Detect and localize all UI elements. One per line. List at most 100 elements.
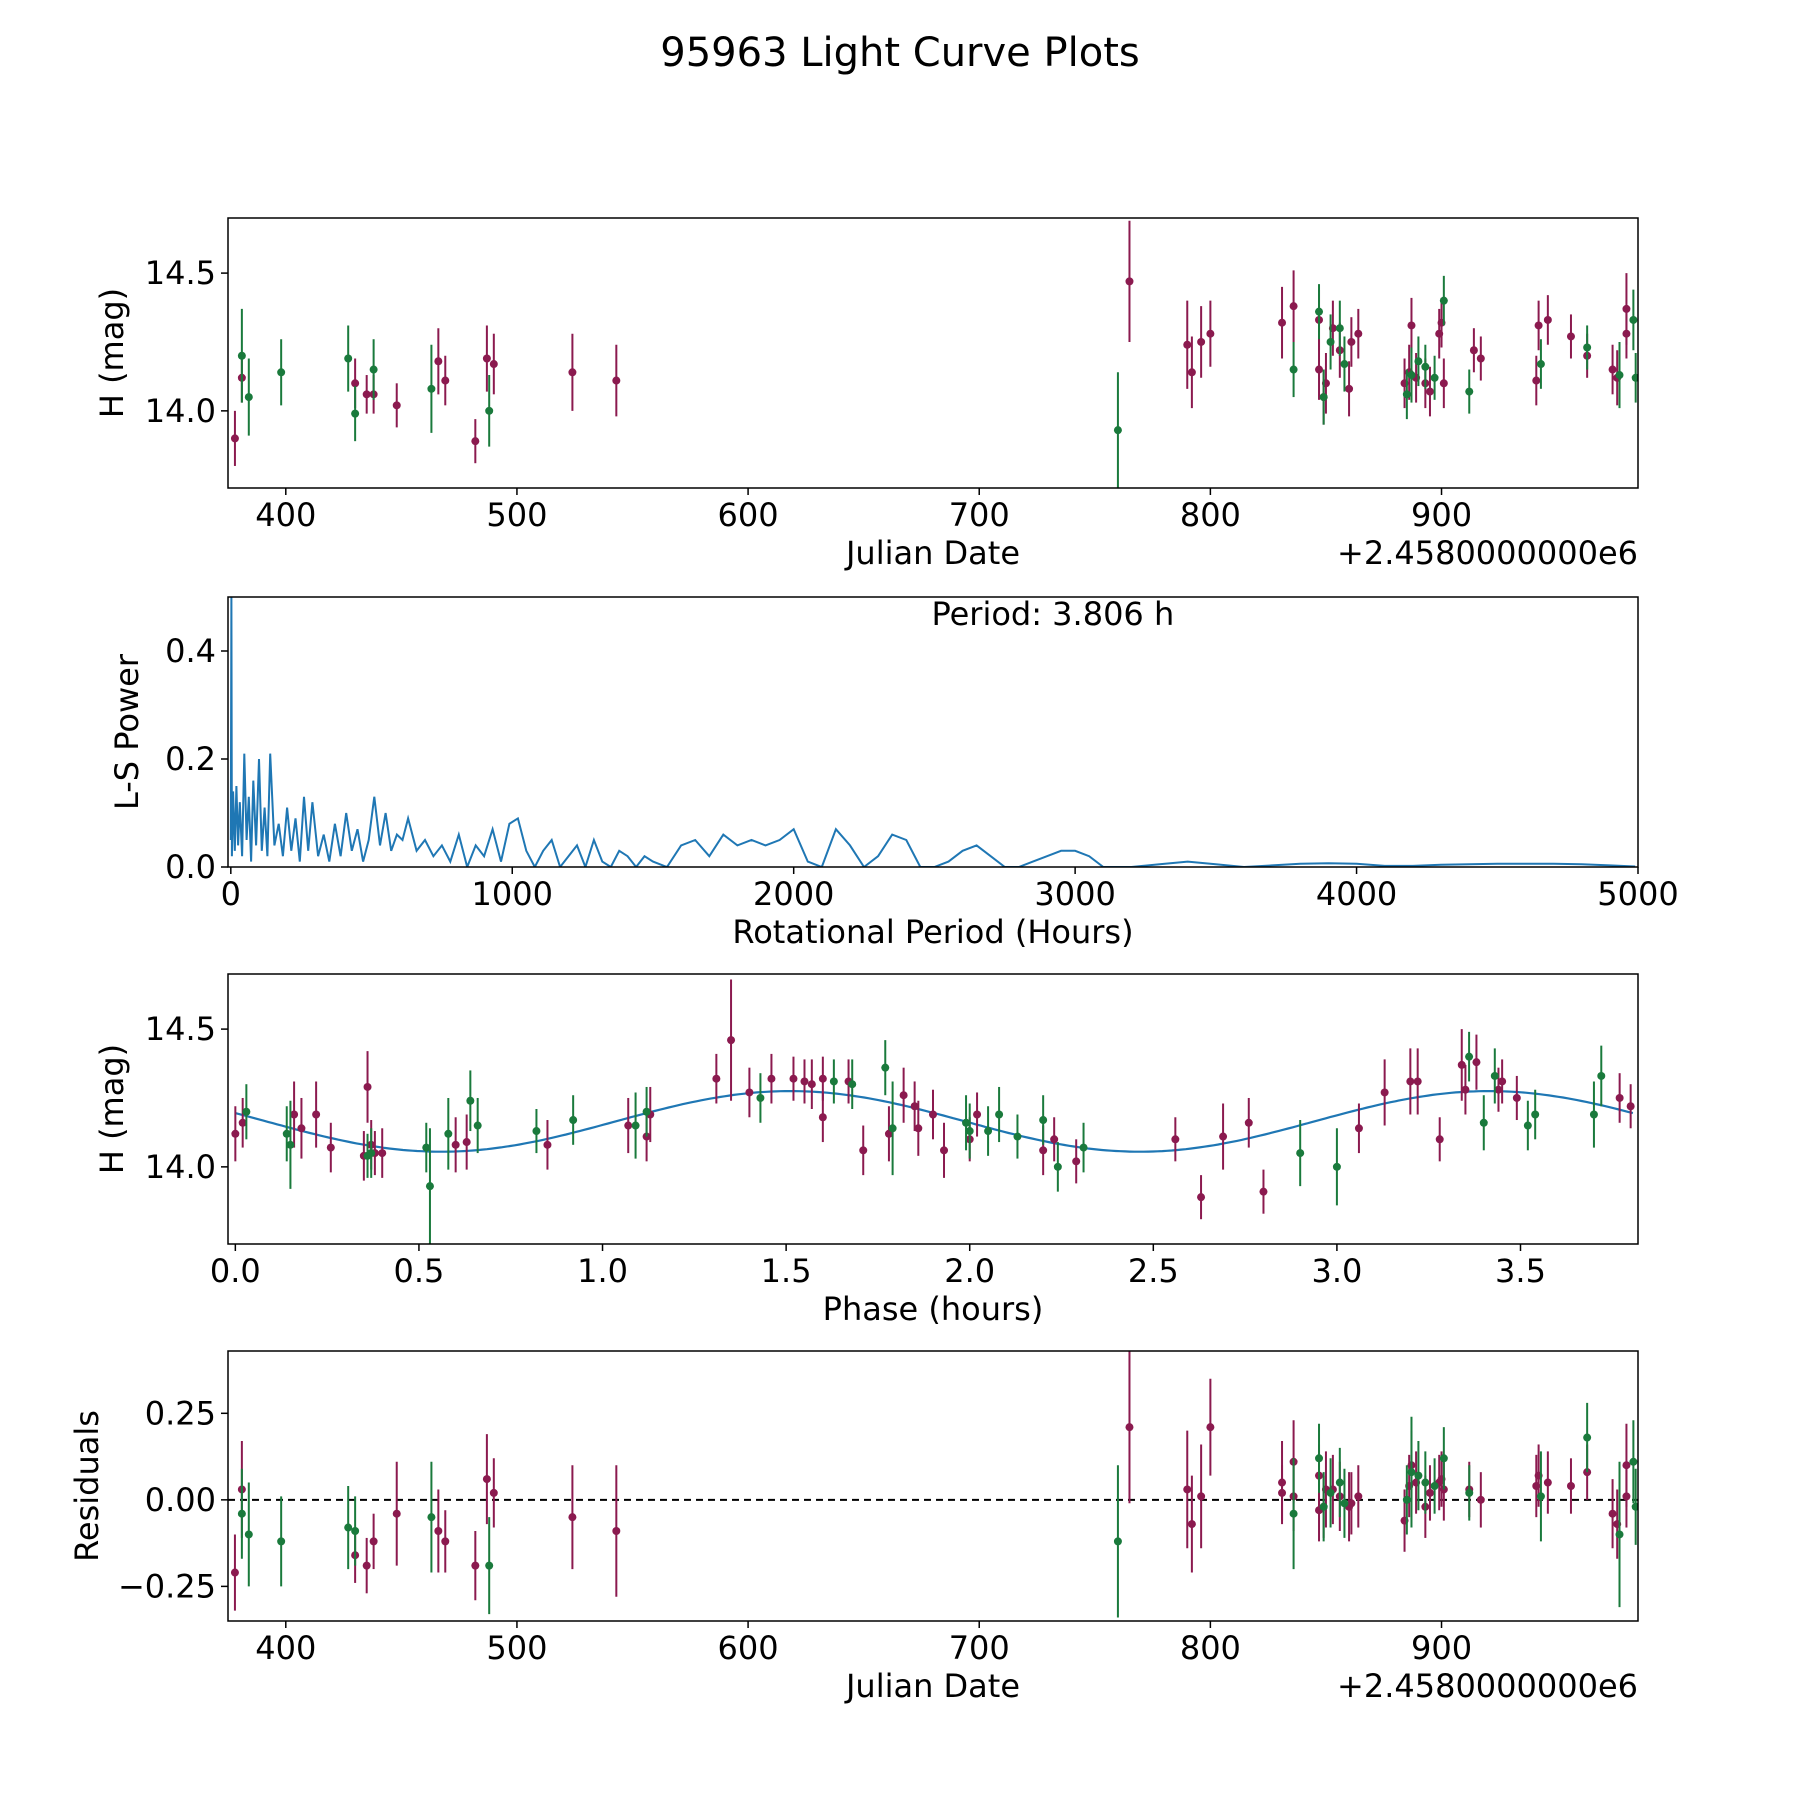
data-point [1072,1157,1081,1166]
data-point [756,1093,765,1102]
data-point [1439,379,1448,388]
figure-title: 95963 Light Curve Plots [660,30,1139,76]
data-point [451,1140,460,1149]
data-point [1326,1488,1335,1497]
data-point [1079,1143,1088,1152]
data-point [1498,1077,1507,1086]
data-point [1523,1121,1532,1130]
data-point [1421,1478,1430,1487]
y-axis-label: H (mag) [93,288,131,418]
data-point [1219,1132,1228,1141]
data-point [1532,376,1541,385]
data-point [244,1530,253,1539]
data-point [1402,1495,1411,1504]
data-point [569,1116,578,1125]
y-axis-label: H (mag) [93,1044,131,1174]
data-point [940,1146,949,1155]
data-point [297,1124,306,1133]
y-tick-label: 0.4 [165,632,216,670]
data-point [1608,1509,1617,1518]
data-point [1430,1482,1439,1490]
data-point [1439,296,1448,305]
data-point [1340,1499,1349,1508]
data-point [1013,1132,1022,1141]
data-point [1629,1457,1638,1466]
data-point [1278,1488,1287,1497]
data-point [422,1143,431,1152]
data-point [466,1096,475,1105]
x-tick-label: 5000 [1597,875,1678,913]
data-point [1402,390,1411,399]
x-tick-label: 0.5 [393,1252,444,1290]
x-tick-label: 700 [949,496,1010,534]
data-point [1296,1149,1305,1158]
phased-series-green [242,1031,1606,1244]
lightcurve-series-green [237,275,1638,488]
x-tick-label: 2.5 [1128,1252,1179,1290]
data-point [568,368,577,377]
data-point [1531,1110,1540,1119]
data-point [1113,1537,1122,1546]
data-point [1319,1502,1328,1511]
data-point [230,1568,239,1577]
data-point [351,379,360,388]
data-point [1380,1088,1389,1097]
data-point [1439,1454,1448,1463]
x-axis-label: Julian Date [844,534,1020,572]
data-point [1626,1102,1635,1111]
data-point [712,1074,721,1083]
data-point [1414,1471,1423,1480]
data-point [727,1036,736,1045]
phased-data-layer [231,979,1635,1244]
data-point [1583,343,1592,352]
residuals-series-green [237,1402,1638,1618]
data-point [1622,329,1631,338]
phased-axes-frame [227,973,1639,1245]
data-point [369,1537,378,1546]
residuals-series-magenta [230,1351,1631,1611]
data-point [1631,1502,1638,1511]
data-point [392,1509,401,1518]
data-point [1465,1488,1474,1497]
data-point [1289,1509,1298,1518]
data-point [1457,1060,1466,1069]
data-point [1472,1058,1481,1067]
data-point [1566,332,1575,341]
data-point [1413,1077,1422,1086]
data-point [914,1124,923,1133]
data-point [392,401,401,410]
data-point [1543,1478,1552,1487]
data-point [1629,315,1638,324]
data-point [1171,1135,1180,1144]
data-point [1125,277,1134,286]
data-point [1536,1492,1545,1501]
periodogram-axes-frame [227,596,1639,868]
data-point [789,1074,798,1083]
data-point [1289,302,1298,311]
data-point [230,434,239,443]
y-tick-label: 0.2 [165,740,216,778]
data-point [1197,1492,1206,1501]
data-point [369,365,378,374]
data-point [362,1561,371,1570]
data-point [1345,384,1354,393]
residuals-data-layer [228,1351,1638,1618]
x-tick-label: 500 [486,1629,547,1667]
data-point [351,409,360,418]
data-point [1197,1193,1206,1202]
data-point [1197,337,1206,346]
data-point [1315,365,1324,374]
data-point [929,1110,937,1119]
x-tick-label: 600 [718,496,779,534]
x-tick-label: 1000 [472,875,553,913]
data-point [859,1146,868,1155]
data-point [1039,1116,1048,1125]
x-tick-label: 800 [1180,1629,1241,1667]
data-point [848,1080,857,1089]
x-tick-label: 600 [718,1629,779,1667]
data-point [1435,1135,1444,1144]
data-point [1332,1162,1341,1171]
data-point [962,1118,971,1127]
data-point [881,1063,890,1072]
data-point [965,1127,974,1136]
